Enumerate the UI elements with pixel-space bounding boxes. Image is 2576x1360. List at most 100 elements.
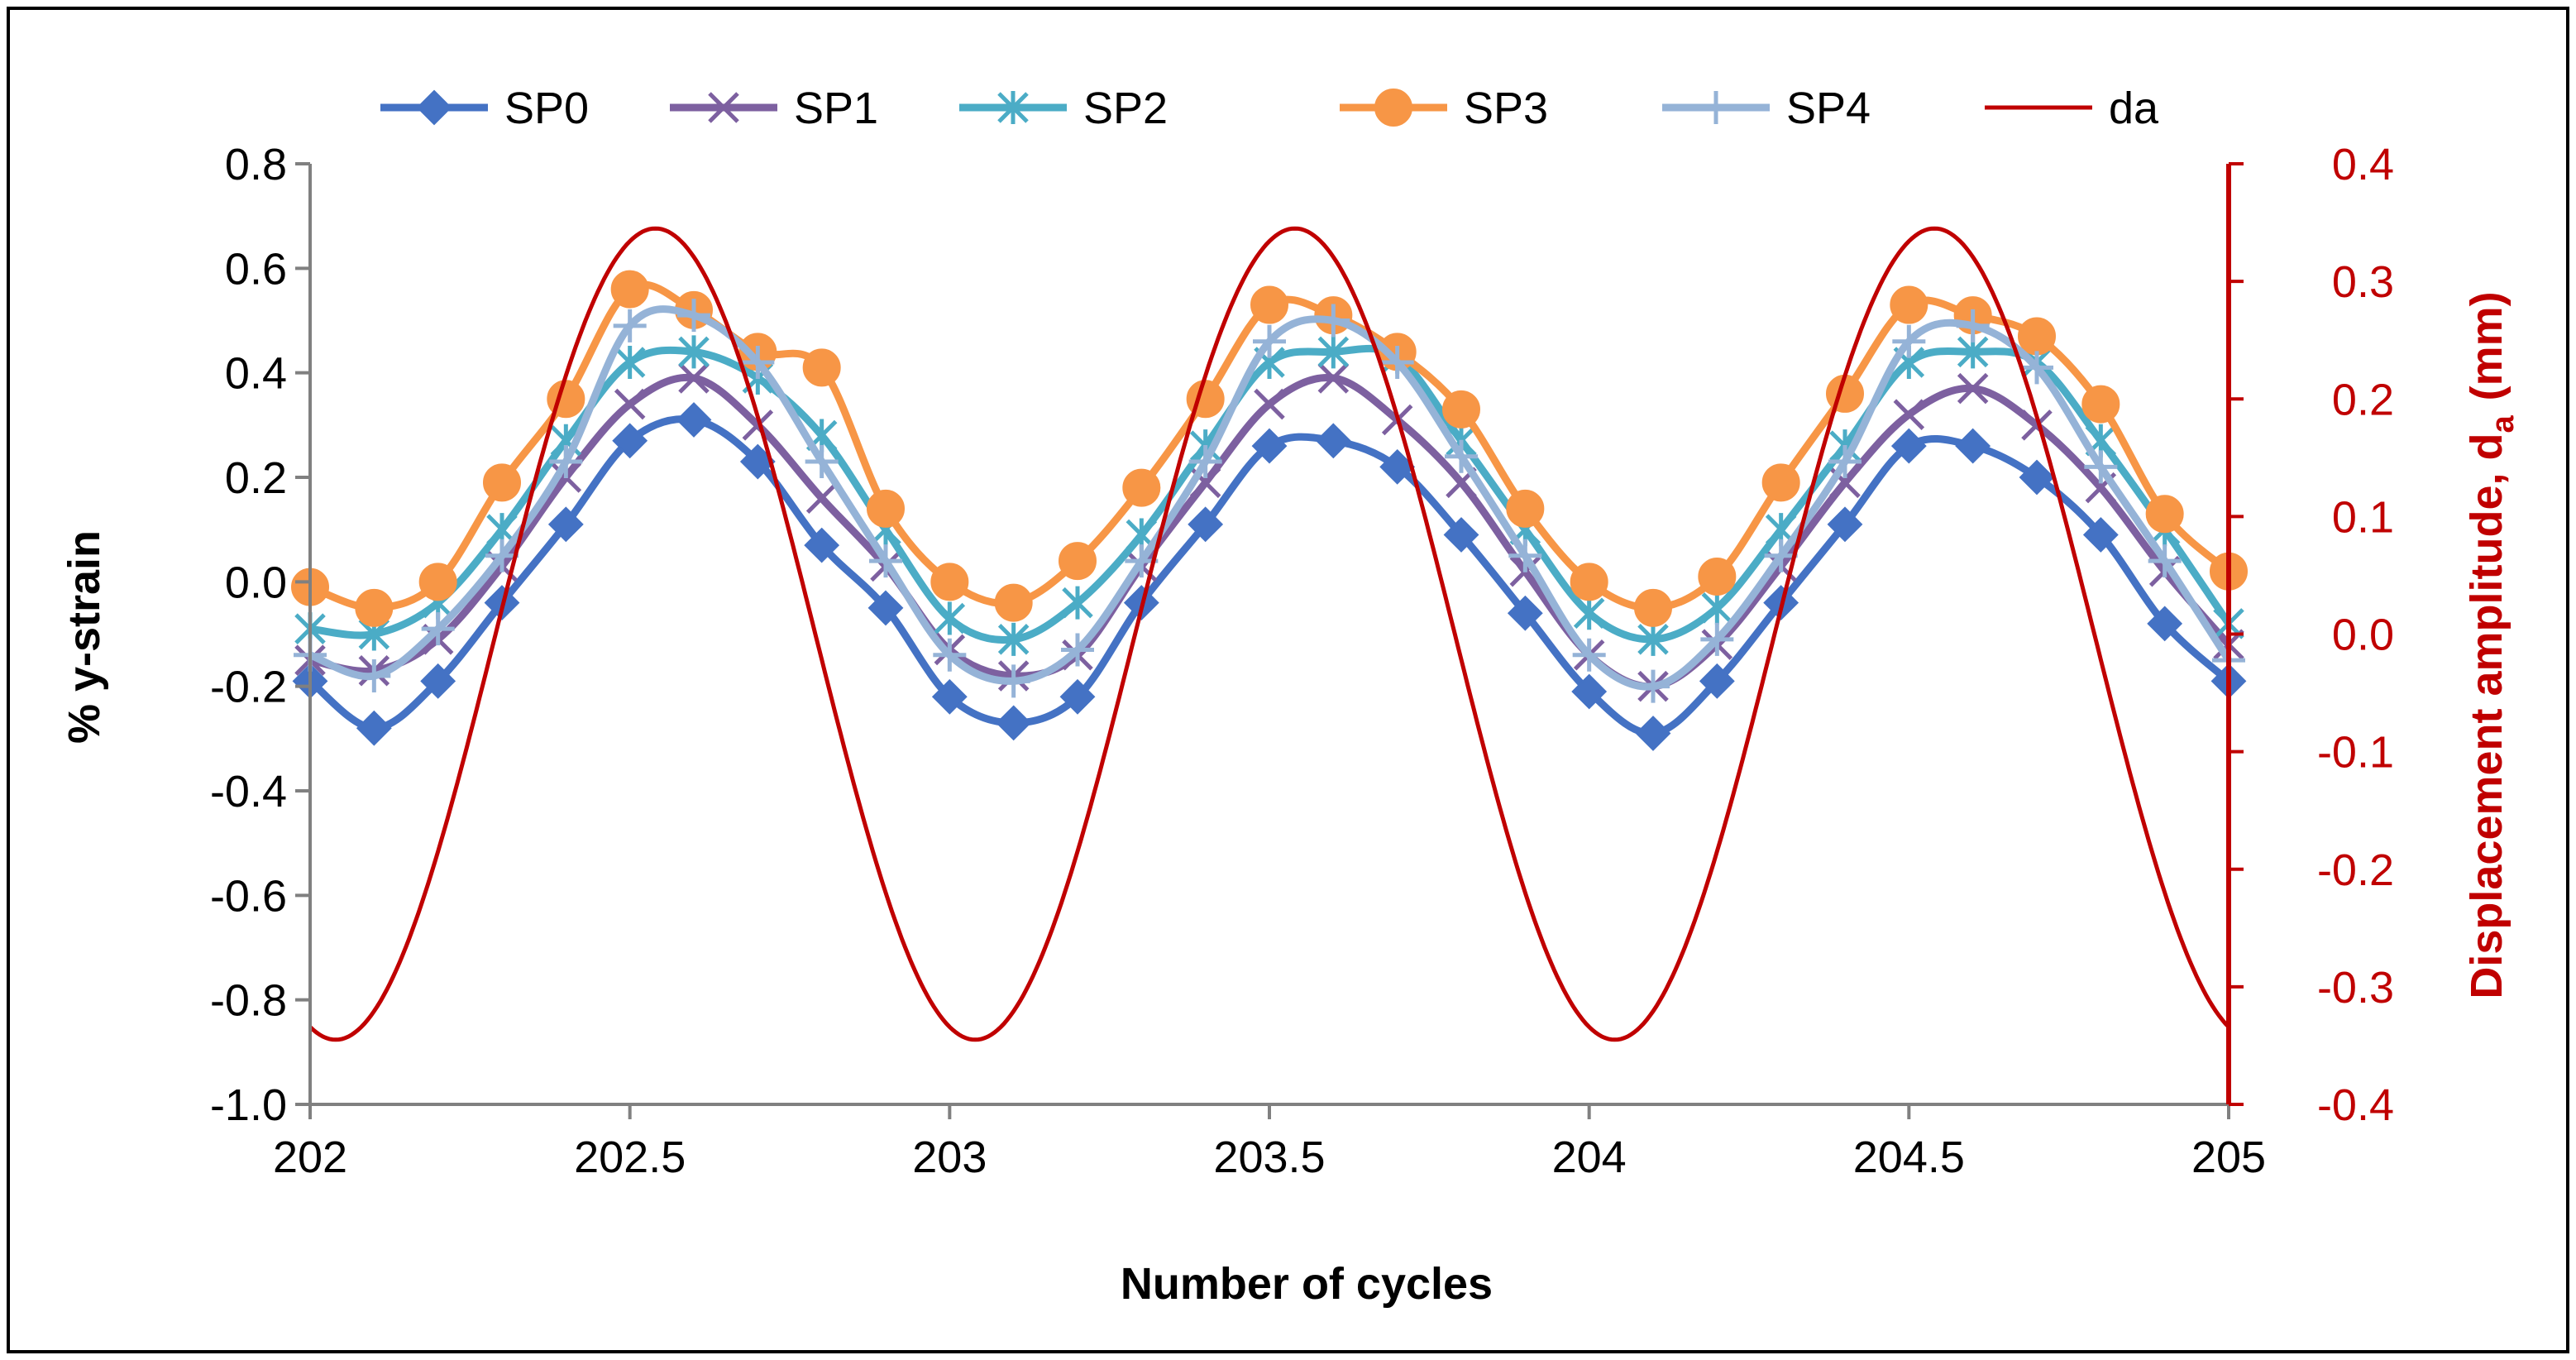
data-point [930,563,969,601]
data-point [994,583,1033,622]
data-point [1059,678,1096,715]
data-point [1251,428,1288,464]
data-point [1955,428,1991,464]
y2-axis-title-unit: (mm) [2462,291,2511,400]
legend-marker [708,92,739,123]
data-point [2020,351,2053,385]
data-point [1957,372,1989,405]
data-point [1380,346,1414,380]
data-point [2147,606,2183,642]
y-tick-label: 0.6 [225,244,287,294]
y2-tick-label: -0.1 [2317,728,2394,778]
y2-axis-title-sub: a [2486,414,2521,433]
data-point [1890,285,1928,324]
data-point [356,710,392,746]
data-point [802,348,841,387]
data-point [1572,638,1606,672]
data-point [483,463,521,502]
data-point [931,678,968,715]
y2-tick-label: -0.4 [2317,1080,2394,1130]
data-point [357,659,391,693]
legend-marker [416,89,452,126]
y2-tick-label: -0.3 [2317,963,2394,1013]
y-tick-label: 0.4 [225,349,287,399]
y2-tick-label: 0.1 [2332,492,2394,542]
data-point [1637,622,1669,656]
y-tick-label: 0.0 [225,558,287,607]
data-point [1698,558,1737,596]
legend-label: SP3 [1464,84,1548,133]
data-point [742,409,774,441]
data-point [547,506,584,543]
data-point [1122,468,1161,507]
data-point [1701,591,1733,625]
y2-tick-label: 0.4 [2332,140,2394,189]
data-point [804,527,840,563]
series-sp4 [294,299,2245,703]
data-point [1317,335,1350,369]
y2-tick-label: 0.2 [2332,375,2394,424]
y-tick-label: 0.2 [225,453,287,503]
data-point [1442,390,1480,429]
data-point [1761,463,1800,502]
data-point [1699,663,1735,699]
data-point [1317,362,1350,394]
legend-label: SP0 [504,84,589,133]
legend-label: da [2109,84,2159,133]
data-point [996,664,1030,698]
legend-label: SP2 [1083,84,1168,133]
data-point [549,445,583,479]
series-sp0 [292,402,2247,751]
legend-marker [997,91,1029,124]
legend: SP0 SP1 SP2 SP3 SP4 da [380,84,2159,133]
data-point [1827,506,1863,543]
data-point [997,622,1030,656]
data-point [1062,586,1093,620]
legend-item-sp0: SP0 [380,84,589,133]
data-point [1507,595,1543,631]
data-point [805,445,839,479]
data-point [996,705,1032,741]
y-tick-label: -0.6 [210,871,287,921]
data-point [1890,428,1927,464]
legend-label: SP1 [794,84,878,133]
data-point [1635,716,1671,751]
x-axis-title: Number of cycles [1121,1259,1493,1309]
data-point [1506,489,1545,528]
y2-axis-title-main: Displacement amplitude, d [2462,433,2511,998]
legend-label: SP4 [1786,84,1871,133]
data-point [1956,309,1990,342]
data-point [1893,399,1925,430]
y2-tick-label: 0.3 [2332,257,2394,307]
data-point [934,601,966,635]
data-point [678,362,710,394]
x-tick-label: 205 [2191,1133,2266,1182]
y2-tick-label: 0.0 [2332,611,2394,660]
y-axis-title: % y-strain [60,530,109,744]
data-point [805,482,838,515]
legend-marker [1699,91,1732,124]
data-point [677,299,710,333]
data-point [612,423,648,459]
data-point [1637,669,1670,703]
legend-item-sp3: SP3 [1340,84,1548,133]
x-tick-label: 203 [912,1133,987,1182]
data-point [1573,596,1605,630]
data-point [1445,439,1478,473]
legend-item-da: da [1985,84,2159,133]
data-point [610,270,649,309]
data-point [1254,388,1285,420]
data-point [869,544,902,578]
y2-tick-label: -0.2 [2317,845,2394,895]
data-point [867,590,904,626]
x-tick-label: 202.5 [574,1133,686,1182]
data-point [1828,445,1862,479]
data-point [2082,517,2119,553]
legend-item-sp2: SP2 [959,84,1168,133]
data-point [1700,622,1734,656]
data-point [2018,317,2056,356]
data-point [355,588,394,627]
y2-axis-title: Displacement amplitude, da (mm) [2462,291,2521,998]
x-tick-label: 204.5 [1853,1133,1965,1182]
